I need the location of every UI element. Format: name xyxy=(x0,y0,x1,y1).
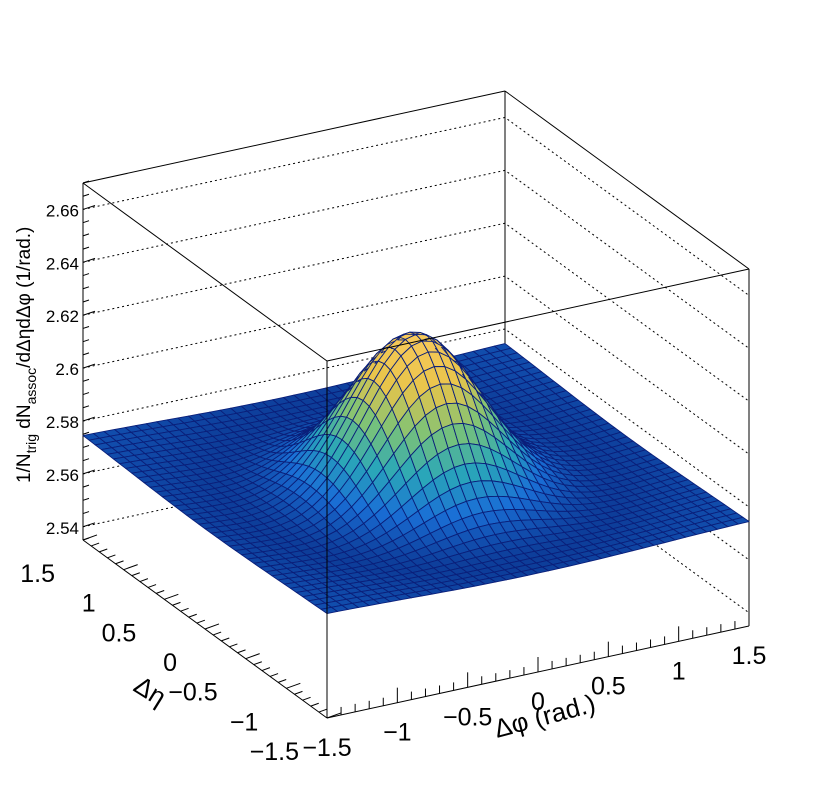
z-major-tick xyxy=(82,363,96,369)
grid-line-z-6 xyxy=(82,116,750,296)
z-major-tick xyxy=(82,522,96,528)
z-title-sub-a: trig xyxy=(23,434,39,453)
surface-cell xyxy=(731,516,750,525)
z-tick-label: 2.6 xyxy=(55,360,79,379)
y-tick-label: 1.5 xyxy=(20,560,55,588)
y-minor-tick xyxy=(294,690,303,695)
grid-line-z-5 xyxy=(82,169,750,349)
z-minor-tick xyxy=(82,220,90,224)
y-tick-label: 1 xyxy=(82,590,96,618)
z-minor-tick xyxy=(82,497,90,501)
z-minor-tick xyxy=(82,378,90,382)
y-major-tick xyxy=(164,593,179,600)
x-tick-label: −0.5 xyxy=(443,703,492,731)
z-minor-tick xyxy=(82,484,90,488)
y-minor-tick xyxy=(172,601,181,606)
z-major-tick xyxy=(82,416,96,422)
z-minor-tick xyxy=(82,405,90,409)
y-minor-tick xyxy=(115,560,124,565)
frame-edge-top-back-left xyxy=(82,90,506,184)
y-minor-tick xyxy=(310,702,319,707)
y-tick-label: 0 xyxy=(163,649,177,677)
z-tick-label: 2.64 xyxy=(46,254,79,273)
y-minor-tick xyxy=(107,554,116,559)
y-minor-tick xyxy=(237,649,246,654)
frame-edge-top-front-right xyxy=(326,268,750,362)
z-minor-tick xyxy=(82,458,90,462)
y-minor-tick xyxy=(229,643,238,648)
z-tick-label: 2.56 xyxy=(46,466,79,485)
y-minor-tick xyxy=(221,637,230,642)
z-tick-label: 2.62 xyxy=(46,307,79,326)
x-tick-label: 1.5 xyxy=(732,642,767,670)
z-minor-tick xyxy=(82,511,90,515)
y-major-tick xyxy=(326,712,342,719)
z-major-tick xyxy=(82,205,96,210)
y-minor-tick xyxy=(278,679,287,683)
y-major-tick xyxy=(123,564,138,571)
y-minor-tick xyxy=(147,584,157,588)
y-minor-tick xyxy=(212,631,222,636)
z-minor-tick xyxy=(82,339,90,343)
z-minor-tick xyxy=(82,537,90,541)
frame-edge-top-back-right xyxy=(504,90,750,270)
x-tick-label: 0.5 xyxy=(591,673,626,701)
z-major-tick xyxy=(82,310,96,316)
z-minor-tick xyxy=(82,180,90,184)
z-minor-tick xyxy=(82,193,90,197)
x-tick-label: −1.5 xyxy=(302,734,351,762)
z-minor-tick xyxy=(82,233,90,237)
y-minor-tick xyxy=(261,667,271,672)
frame-edge-top-front-left xyxy=(82,182,328,362)
y-minor-tick xyxy=(90,542,100,547)
z-tick-label: 2.54 xyxy=(46,519,79,538)
x-tick-label: −1 xyxy=(383,719,412,747)
y-minor-tick xyxy=(269,673,279,677)
y-minor-tick xyxy=(253,661,262,666)
z-axis-ticks: 2.54 2.56 2.58 2.6 2.62 2.64 2.66 xyxy=(46,180,96,541)
y-tick-label: −1.5 xyxy=(250,738,299,766)
y-tick-label: −1 xyxy=(230,708,259,736)
y-minor-tick xyxy=(302,696,311,701)
y-minor-tick xyxy=(196,619,206,624)
z-minor-tick xyxy=(82,392,90,396)
z-minor-tick xyxy=(82,352,90,356)
z-title-part-c: /dΔηdΔφ (1/rad.) xyxy=(14,227,35,368)
z-title-sub-b: assoc xyxy=(23,368,39,405)
z-minor-tick xyxy=(82,286,90,290)
y-minor-tick xyxy=(156,590,165,594)
z-tick-label: 2.66 xyxy=(46,201,79,220)
y-minor-tick xyxy=(188,613,197,618)
y-major-tick xyxy=(204,623,220,630)
y-minor-tick xyxy=(99,548,108,553)
surface-mesh xyxy=(82,331,750,614)
y-axis-ticks: −1.5−1 −0.50 0.51 1.5 xyxy=(20,534,342,766)
z-major-tick xyxy=(82,257,96,263)
z-tick-label: 2.58 xyxy=(46,413,79,432)
z-minor-tick xyxy=(82,444,90,448)
z-title-part-a: 1/N xyxy=(14,453,35,483)
y-tick-label: −0.5 xyxy=(168,679,217,707)
y-tick-label: 0.5 xyxy=(102,619,137,647)
z-minor-tick xyxy=(82,325,90,329)
z-minor-tick xyxy=(82,246,90,250)
z-minor-tick xyxy=(82,299,90,303)
x-tick-label: 1 xyxy=(672,657,686,685)
y-minor-tick xyxy=(180,607,189,612)
y-major-tick xyxy=(286,682,301,689)
x-tick-label: 0 xyxy=(531,688,545,716)
x-axis-ticks: −1.5 −1 −0.5 0 0.5 1 1.5 xyxy=(302,611,766,762)
z-minor-tick xyxy=(82,431,90,435)
y-minor-tick xyxy=(139,578,149,583)
box-frame-front xyxy=(82,182,750,718)
y-minor-tick xyxy=(318,708,328,713)
y-major-tick xyxy=(245,653,260,660)
z-title-part-b: dN xyxy=(14,404,35,434)
y-minor-tick xyxy=(131,572,140,577)
z-minor-tick xyxy=(82,273,90,277)
z-major-tick xyxy=(82,469,96,475)
z-axis-title: 1/Ntrig dNassoc/dΔηdΔφ (1/rad.) xyxy=(14,227,39,483)
